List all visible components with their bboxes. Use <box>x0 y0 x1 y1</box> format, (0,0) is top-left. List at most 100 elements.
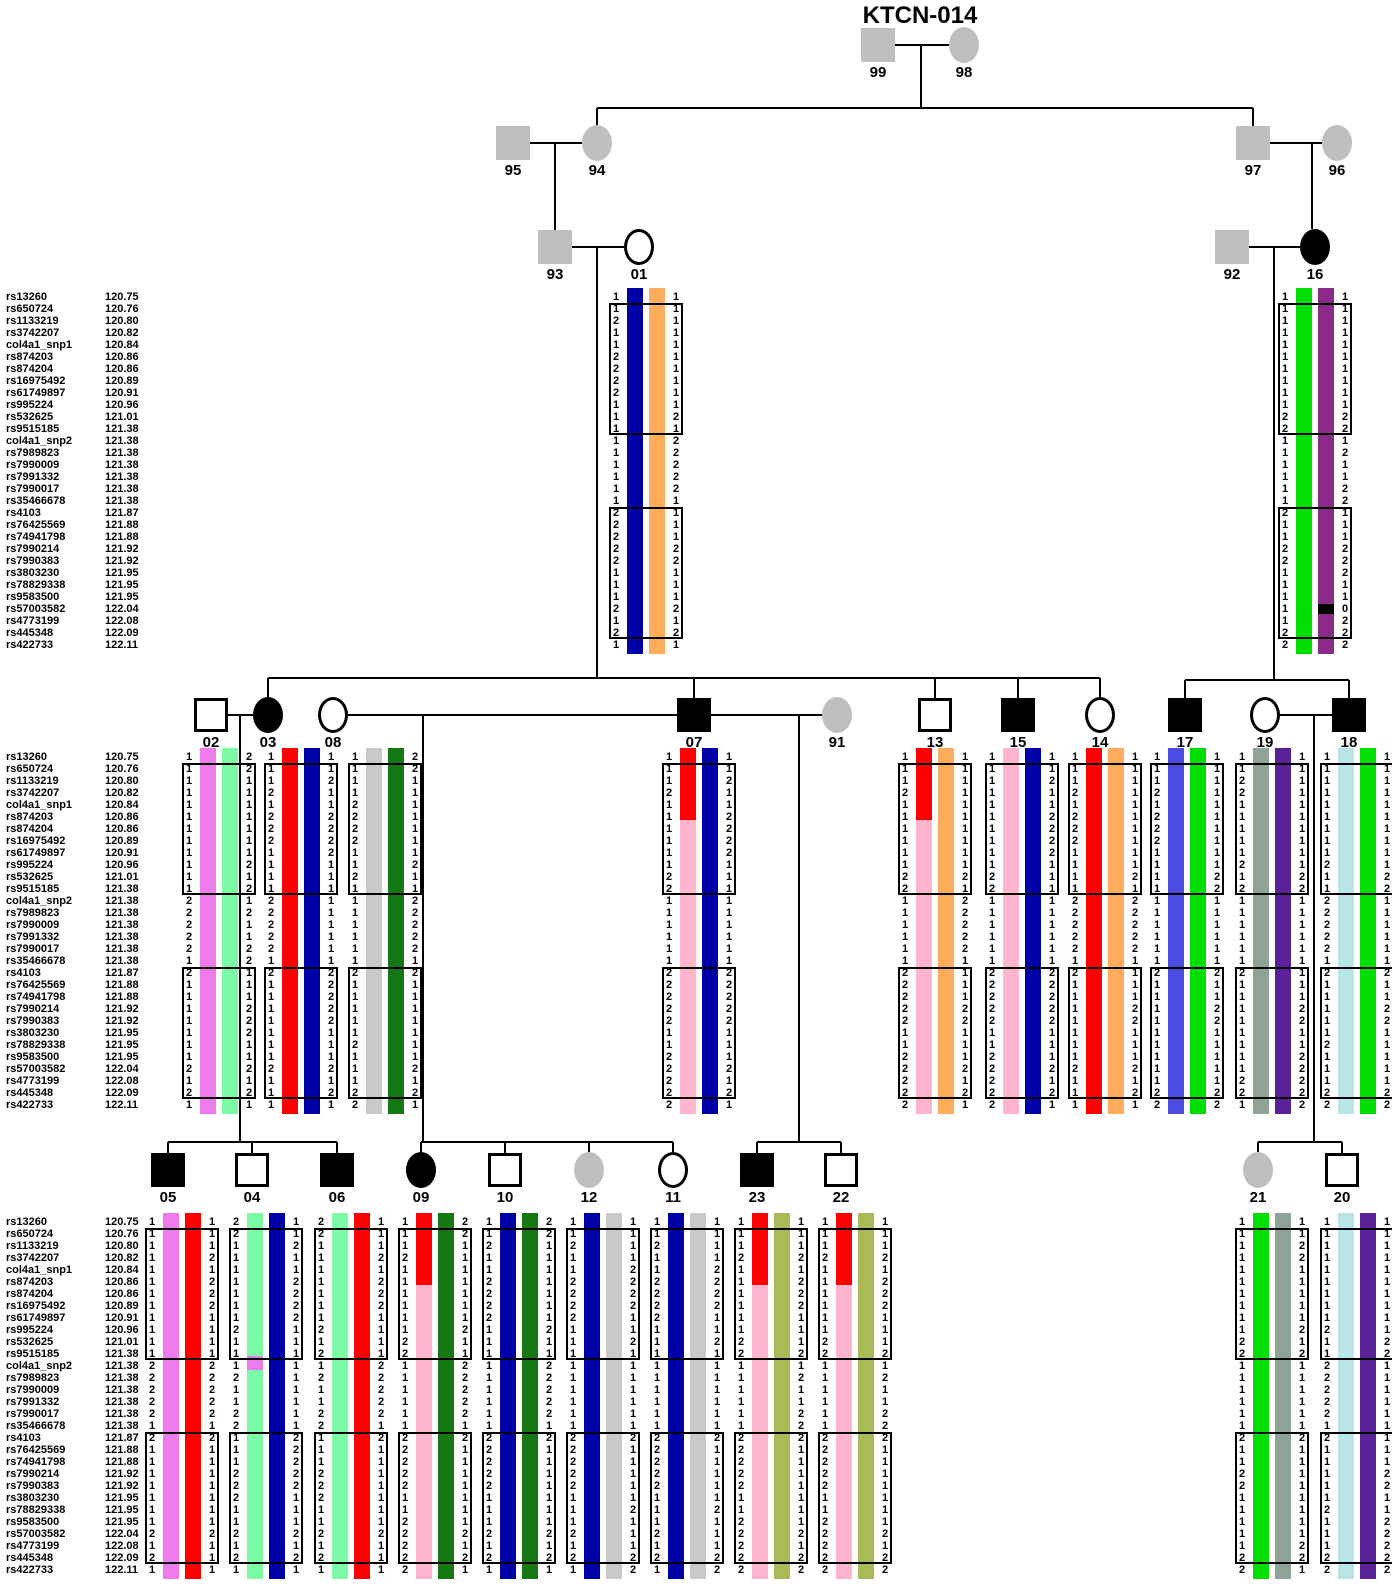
allele-cell: 2 <box>1298 1240 1306 1252</box>
allele-cell: 2 <box>1213 967 1221 979</box>
allele-cell: 1 <box>821 1384 829 1396</box>
allele-cell: 2 <box>1341 555 1349 567</box>
allele-cell: 1 <box>377 1240 385 1252</box>
allele-cell: 1 <box>1153 1063 1161 1075</box>
allele-cell: 1 <box>1383 1051 1391 1063</box>
allele-cell: 1 <box>821 1504 829 1516</box>
allele-cell: 1 <box>1238 1039 1246 1051</box>
allele-cell: 1 <box>725 907 733 919</box>
allele-cell: 1 <box>1238 1492 1246 1504</box>
allele-cell: 2 <box>612 315 620 327</box>
allele-cell: 1 <box>1383 931 1391 943</box>
marker-name: rs995224 <box>6 1324 54 1336</box>
allele-cell: 2 <box>821 1540 829 1552</box>
allele-cell: 2 <box>1238 775 1246 787</box>
allele-cell: 1 <box>1153 943 1161 955</box>
allele-cell: 1 <box>629 1216 637 1228</box>
allele-cell: 1 <box>208 1468 216 1480</box>
allele-cell: 1 <box>1298 1228 1306 1240</box>
allele-cell: 1 <box>1323 1276 1331 1288</box>
haplotype-strip-08-left <box>366 748 382 1114</box>
individual-22-symbol <box>824 1153 858 1187</box>
allele-cell: 2 <box>292 1456 300 1468</box>
allele-cell: 1 <box>292 1384 300 1396</box>
allele-cell: 1 <box>653 1384 661 1396</box>
allele-cell: 2 <box>725 979 733 991</box>
allele-cell: 1 <box>545 1240 553 1252</box>
individual-94-symbol <box>582 125 612 161</box>
allele-cell: 1 <box>401 1312 409 1324</box>
allele-cell: 1 <box>232 1444 240 1456</box>
allele-cell: 1 <box>148 1444 156 1456</box>
allele-cell: 1 <box>569 1228 577 1240</box>
allele-cell: 1 <box>1341 579 1349 591</box>
allele-cell: 2 <box>1048 967 1056 979</box>
allele-cell: 1 <box>1341 375 1349 387</box>
allele-cell: 1 <box>327 943 335 955</box>
allele-cell: 1 <box>713 1444 721 1456</box>
allele-cell: 2 <box>629 1264 637 1276</box>
allele-cell: 2 <box>612 627 620 639</box>
allele-cell: 1 <box>1153 1075 1161 1087</box>
allele-cell: 1 <box>327 871 335 883</box>
allele-cell: 2 <box>653 1480 661 1492</box>
individual-01-label: 01 <box>630 266 648 283</box>
allele-cell: 2 <box>327 835 335 847</box>
allele-cell: 1 <box>1383 847 1391 859</box>
allele-cell: 2 <box>725 823 733 835</box>
allele-cell: 2 <box>1131 895 1139 907</box>
marker-position: 121.95 <box>105 1492 139 1504</box>
allele-cell: 2 <box>245 763 253 775</box>
allele-cell: 1 <box>629 1420 637 1432</box>
marker-name: rs874204 <box>6 1288 54 1300</box>
allele-cell: 1 <box>148 1492 156 1504</box>
allele-cell: 1 <box>148 1216 156 1228</box>
allele-cell: 1 <box>148 1480 156 1492</box>
allele-cell: 2 <box>988 1063 996 1075</box>
allele-cell: 2 <box>1048 823 1056 835</box>
allele-cell: 1 <box>461 1468 469 1480</box>
allele-cell: 2 <box>267 811 275 823</box>
marker-position: 121.87 <box>105 507 139 519</box>
allele-cell: 2 <box>185 943 193 955</box>
allele-cell: 1 <box>1153 1003 1161 1015</box>
allele-cell: 1 <box>629 1480 637 1492</box>
marker-position: 122.04 <box>105 1528 139 1540</box>
allele-cell: 1 <box>797 1540 805 1552</box>
allele-cell: 2 <box>292 1552 300 1564</box>
marker-position: 120.96 <box>105 1324 139 1336</box>
haplotype-block-frame-16 <box>1278 507 1352 639</box>
allele-cell: 2 <box>292 1276 300 1288</box>
allele-cell: 1 <box>737 1504 745 1516</box>
allele-cell: 1 <box>821 1492 829 1504</box>
allele-cell: 1 <box>317 1288 325 1300</box>
allele-cell: 1 <box>1323 979 1331 991</box>
allele-cell: 1 <box>461 1348 469 1360</box>
allele-cell: 1 <box>1298 1420 1306 1432</box>
allele-cell: 2 <box>245 1027 253 1039</box>
allele-cell: 1 <box>545 1300 553 1312</box>
allele-cell: 1 <box>1213 1027 1221 1039</box>
allele-cell: 2 <box>317 1552 325 1564</box>
individual-05-label: 05 <box>159 1189 177 1206</box>
allele-cell: 2 <box>461 1528 469 1540</box>
haplotype-block-frame-20 <box>1320 1228 1392 1360</box>
allele-cell: 1 <box>485 1324 493 1336</box>
allele-cell: 2 <box>901 1051 909 1063</box>
allele-cell: 1 <box>148 1300 156 1312</box>
allele-cell: 2 <box>148 1432 156 1444</box>
allele-cell: 2 <box>148 1384 156 1396</box>
allele-cell: 2 <box>208 1432 216 1444</box>
allele-cell: 1 <box>208 1456 216 1468</box>
allele-cell: 2 <box>821 1516 829 1528</box>
allele-cell: 2 <box>411 907 419 919</box>
allele-cell: 1 <box>821 1228 829 1240</box>
allele-cell: 1 <box>148 1252 156 1264</box>
allele-cell: 1 <box>1298 967 1306 979</box>
allele-cell: 1 <box>713 1228 721 1240</box>
haplotype-segment-09 <box>416 1213 432 1285</box>
allele-cell: 2 <box>612 531 620 543</box>
allele-cell: 2 <box>1383 1468 1391 1480</box>
allele-cell: 2 <box>292 1468 300 1480</box>
allele-cell: 1 <box>1131 955 1139 967</box>
